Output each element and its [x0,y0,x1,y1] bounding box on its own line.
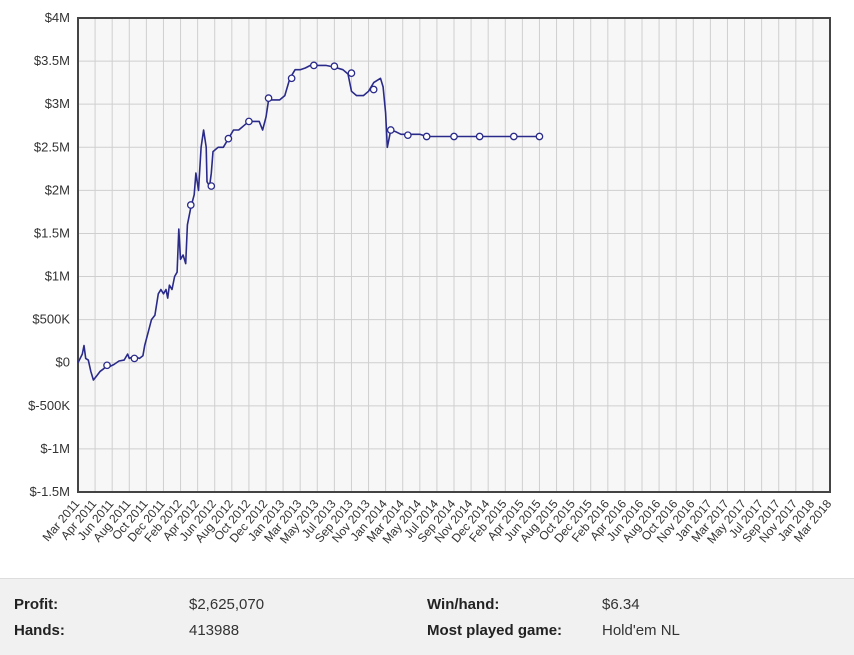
data-point-marker [264,94,273,102]
most-played-value: Hold'em NL [602,622,680,639]
data-point-marker [287,74,296,83]
y-tick-label: $1M [45,269,70,284]
data-point-marker [330,62,339,71]
data-point-marker [404,131,412,140]
plot-frame [77,17,831,493]
most-played-label: Most played game: [427,622,563,639]
hands-value: 413988 [189,622,240,639]
data-point-marker [369,85,378,94]
y-tick-label: $3.5M [34,53,70,68]
data-point-marker [386,126,395,134]
data-point-marker [207,182,216,190]
y-tick-label: $-1M [40,441,70,456]
profit-label: Profit: [14,596,59,613]
data-point-marker [186,201,195,209]
data-point-marker [475,132,484,141]
data-point-marker [310,61,318,70]
y-tick-label: $-1.5M [30,484,70,499]
y-tick-label: $0 [56,355,70,370]
data-point-marker [535,132,544,141]
data-point-marker [245,117,253,126]
stats-panel: Profit: $2,625,070 Win/hand: $6.34 Hands… [0,578,854,655]
profit-line [77,64,540,381]
profit-value: $2,625,070 [189,596,265,613]
y-tick-label: $2.5M [34,139,70,154]
y-tick-label: $-500K [28,398,70,413]
y-tick-label: $4M [45,10,70,25]
y-tick-label: $1.5M [34,225,70,240]
profit-chart: $4M $3.5M $3M $2.5M $2M $1.5M $1M $500K $0 $-500K… [28,10,834,546]
winhand-label: Win/hand: [427,596,500,613]
data-point-marker [103,361,111,370]
data-point-marker [224,134,233,143]
data-point-marker [509,132,518,141]
data-point-marker [347,69,356,78]
winhand-value: $6.34 [602,596,640,613]
hands-label: Hands: [14,622,65,639]
data-point-marker [450,132,458,141]
y-tick-label: $3M [45,96,70,111]
y-tick-label: $2M [45,182,70,197]
y-tick-label: $500K [32,312,70,327]
data-point-marker [422,132,431,141]
data-point-marker [130,354,139,363]
